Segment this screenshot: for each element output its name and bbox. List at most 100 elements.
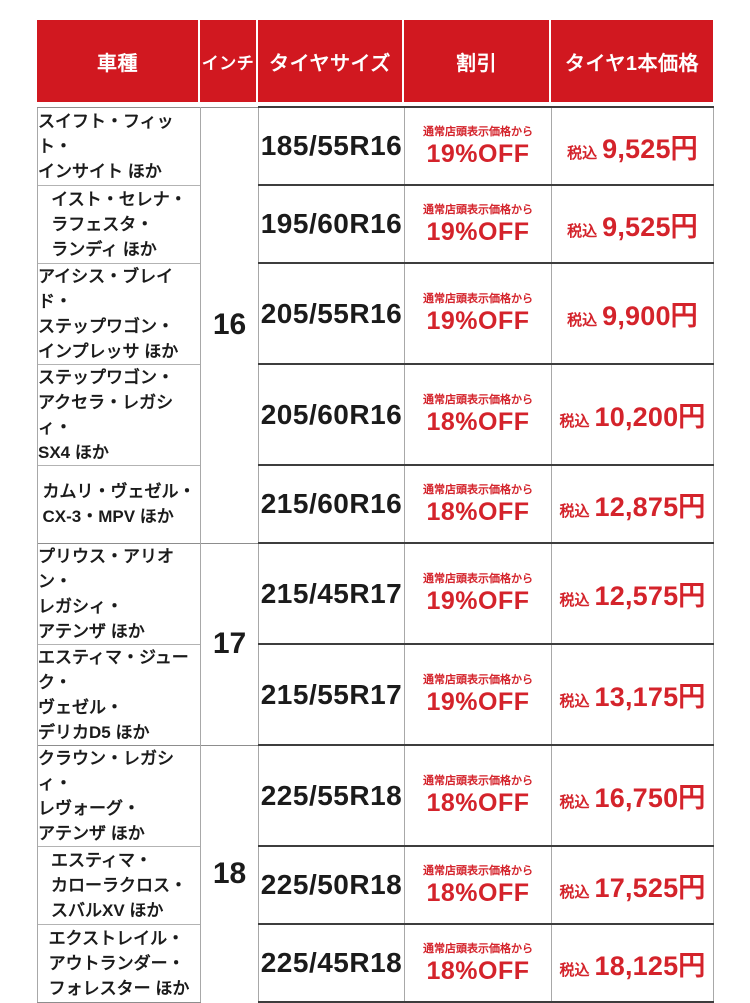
table-row: エクストレイル・ アウトランダー・ フォレスター ほか 225/45R18 通常…	[37, 923, 714, 1003]
tire-size-cell: 225/55R18	[258, 744, 405, 846]
discount-note: 通常店頭表示価格から	[423, 293, 533, 305]
header-cell-inch: インチ	[200, 20, 256, 102]
inch-cell: 17	[200, 542, 259, 745]
price-tax-label: 税込	[559, 693, 590, 710]
table-row: クラウン・レガシィ・ レヴォーグ・ アテンザ ほか 18 225/55R18 通…	[37, 744, 714, 1002]
tire-size-cell: 215/45R17	[258, 542, 405, 644]
car-model-cell: アイシス・ブレイド・ ステップワゴン・ インプレッサ ほか	[37, 262, 201, 364]
table-row: ステップワゴン・ アクセラ・レガシィ・ SX4 ほか 205/60R16 通常店…	[37, 363, 714, 465]
car-model-text: ステップワゴン・ アクセラ・レガシィ・ SX4 ほか	[38, 367, 174, 462]
inch-cell: 16	[200, 106, 259, 543]
tire-size-cell: 205/55R16	[258, 262, 405, 364]
car-model-text: クラウン・レガシィ・ レヴォーグ・ アテンザ ほか	[38, 748, 174, 843]
discount-value: 18%OFF	[426, 497, 530, 526]
price-value: 17,525円	[594, 872, 706, 903]
table-body: スイフト・フィット・ インサイト ほか 16 185/55R16 通常店頭表示価…	[37, 106, 714, 1003]
car-model-text: アイシス・ブレイド・ ステップワゴン・ インプレッサ ほか	[38, 266, 179, 361]
price-value: 9,900円	[602, 301, 698, 331]
discount-note: 通常店頭表示価格から	[423, 394, 533, 406]
table-row: イスト・セレナ・ ラフェスタ・ ランディ ほか 195/60R16 通常店頭表示…	[37, 184, 714, 263]
tire-size-cell: 225/50R18	[258, 845, 405, 924]
tire-price-table: 車種 インチ タイヤサイズ 割引 タイヤ1本価格 スイフト・フィット・ インサイ…	[37, 20, 714, 1003]
price-cell: 税込 17,525円	[551, 845, 714, 924]
price-value: 9,525円	[602, 211, 698, 242]
car-model-cell: ステップワゴン・ アクセラ・レガシィ・ SX4 ほか	[37, 363, 201, 465]
discount-cell: 通常店頭表示価格から 19%OFF	[404, 542, 552, 644]
tire-size-cell: 205/60R16	[258, 363, 405, 465]
discount-cell: 通常店頭表示価格から 18%OFF	[404, 845, 552, 924]
price-tax-label: 税込	[559, 592, 590, 609]
car-model-text: イスト・セレナ・ ラフェスタ・ ランディ ほか	[51, 189, 187, 259]
table-row: エスティマ・ジューク・ ヴェゼル・ デリカD5 ほか 215/55R17 通常店…	[37, 643, 714, 745]
price-tax-label: 税込	[559, 413, 590, 430]
car-model-cell: エスティマ・ジューク・ ヴェゼル・ デリカD5 ほか	[37, 643, 201, 745]
car-model-text: エクストレイル・ アウトランダー・ フォレスター ほか	[48, 928, 190, 998]
price-tax-label: 税込	[567, 144, 598, 162]
price-tax-label: 税込	[559, 961, 590, 979]
discount-note: 通常店頭表示価格から	[423, 573, 533, 585]
table-row: スイフト・フィット・ インサイト ほか 16 185/55R16 通常店頭表示価…	[37, 106, 714, 543]
tire-size-cell: 215/55R17	[258, 643, 405, 745]
price-value: 16,750円	[594, 783, 706, 813]
discount-note: 通常店頭表示価格から	[423, 942, 533, 955]
discount-cell: 通常店頭表示価格から 18%OFF	[404, 464, 552, 543]
header-cell-discount: 割引	[404, 20, 549, 102]
car-model-cell: カムリ・ヴェゼル・ CX-3・MPV ほか	[37, 464, 201, 543]
price-value: 10,200円	[594, 402, 706, 432]
car-model-cell: エスティマ・ カローラクロス・ スバルXV ほか	[37, 845, 201, 924]
price-tax-label: 税込	[567, 312, 598, 329]
discount-cell: 通常店頭表示価格から 19%OFF	[404, 262, 552, 364]
table-header-row: 車種 インチ タイヤサイズ 割引 タイヤ1本価格	[37, 20, 713, 102]
discount-value: 18%OFF	[426, 878, 530, 907]
price-cell: 税込 9,900円	[551, 262, 714, 364]
price-value: 13,175円	[594, 682, 706, 712]
discount-note: 通常店頭表示価格から	[423, 775, 533, 787]
table-row: エスティマ・ カローラクロス・ スバルXV ほか 225/50R18 通常店頭表…	[37, 845, 714, 924]
discount-cell: 通常店頭表示価格から 19%OFF	[404, 184, 552, 263]
table-row: アイシス・ブレイド・ ステップワゴン・ インプレッサ ほか 205/55R16 …	[37, 262, 714, 364]
car-model-cell: エクストレイル・ アウトランダー・ フォレスター ほか	[37, 923, 201, 1003]
price-cell: 税込 16,750円	[551, 744, 714, 846]
header-cell-size: タイヤサイズ	[258, 20, 402, 102]
tire-size-cell: 215/60R16	[258, 464, 405, 543]
inch-cell: 18	[200, 744, 259, 1002]
discount-value: 18%OFF	[426, 408, 530, 436]
discount-note: 通常店頭表示価格から	[423, 203, 533, 216]
price-cell: 税込 9,525円	[551, 106, 714, 185]
header-cell-car: 車種	[37, 20, 198, 102]
discount-value: 19%OFF	[426, 307, 530, 335]
price-tax-label: 税込	[559, 502, 590, 520]
discount-note: 通常店頭表示価格から	[423, 483, 533, 496]
price-cell: 税込 9,525円	[551, 184, 714, 263]
discount-value: 18%OFF	[426, 789, 530, 817]
car-model-text: プリウス・アリオン・ レガシィ・ アテンザ ほか	[38, 546, 174, 641]
car-model-cell: クラウン・レガシィ・ レヴォーグ・ アテンザ ほか	[37, 744, 201, 846]
car-model-text: スイフト・フィット・ インサイト ほか	[38, 111, 174, 181]
price-cell: 税込 13,175円	[551, 643, 714, 745]
table-row: カムリ・ヴェゼル・ CX-3・MPV ほか 215/60R16 通常店頭表示価格…	[37, 464, 714, 543]
tire-size-cell: 195/60R16	[258, 184, 405, 263]
price-value: 9,525円	[602, 133, 698, 164]
price-value: 12,875円	[594, 491, 706, 522]
discount-note: 通常店頭表示価格から	[423, 125, 533, 138]
discount-value: 19%OFF	[426, 139, 530, 168]
car-model-text: カムリ・ヴェゼル・ CX-3・MPV ほか	[42, 482, 196, 526]
car-model-cell: プリウス・アリオン・ レガシィ・ アテンザ ほか	[37, 542, 201, 644]
tire-size-cell: 225/45R18	[258, 923, 405, 1003]
table-row: プリウス・アリオン・ レガシィ・ アテンザ ほか 17 215/45R17 通常…	[37, 542, 714, 745]
price-tax-label: 税込	[559, 794, 590, 811]
discount-value: 19%OFF	[426, 688, 530, 716]
discount-cell: 通常店頭表示価格から 18%OFF	[404, 744, 552, 846]
discount-note: 通常店頭表示価格から	[423, 864, 533, 877]
price-value: 12,575円	[594, 581, 706, 611]
discount-note: 通常店頭表示価格から	[423, 674, 533, 686]
discount-cell: 通常店頭表示価格から 19%OFF	[404, 643, 552, 745]
price-value: 18,125円	[594, 950, 706, 981]
discount-value: 19%OFF	[426, 217, 530, 246]
price-cell: 税込 12,575円	[551, 542, 714, 644]
car-model-text: エスティマ・ジューク・ ヴェゼル・ デリカD5 ほか	[38, 647, 189, 742]
discount-cell: 通常店頭表示価格から 19%OFF	[404, 106, 552, 185]
price-tax-label: 税込	[567, 222, 598, 240]
discount-value: 19%OFF	[426, 587, 530, 615]
discount-value: 18%OFF	[426, 956, 530, 985]
